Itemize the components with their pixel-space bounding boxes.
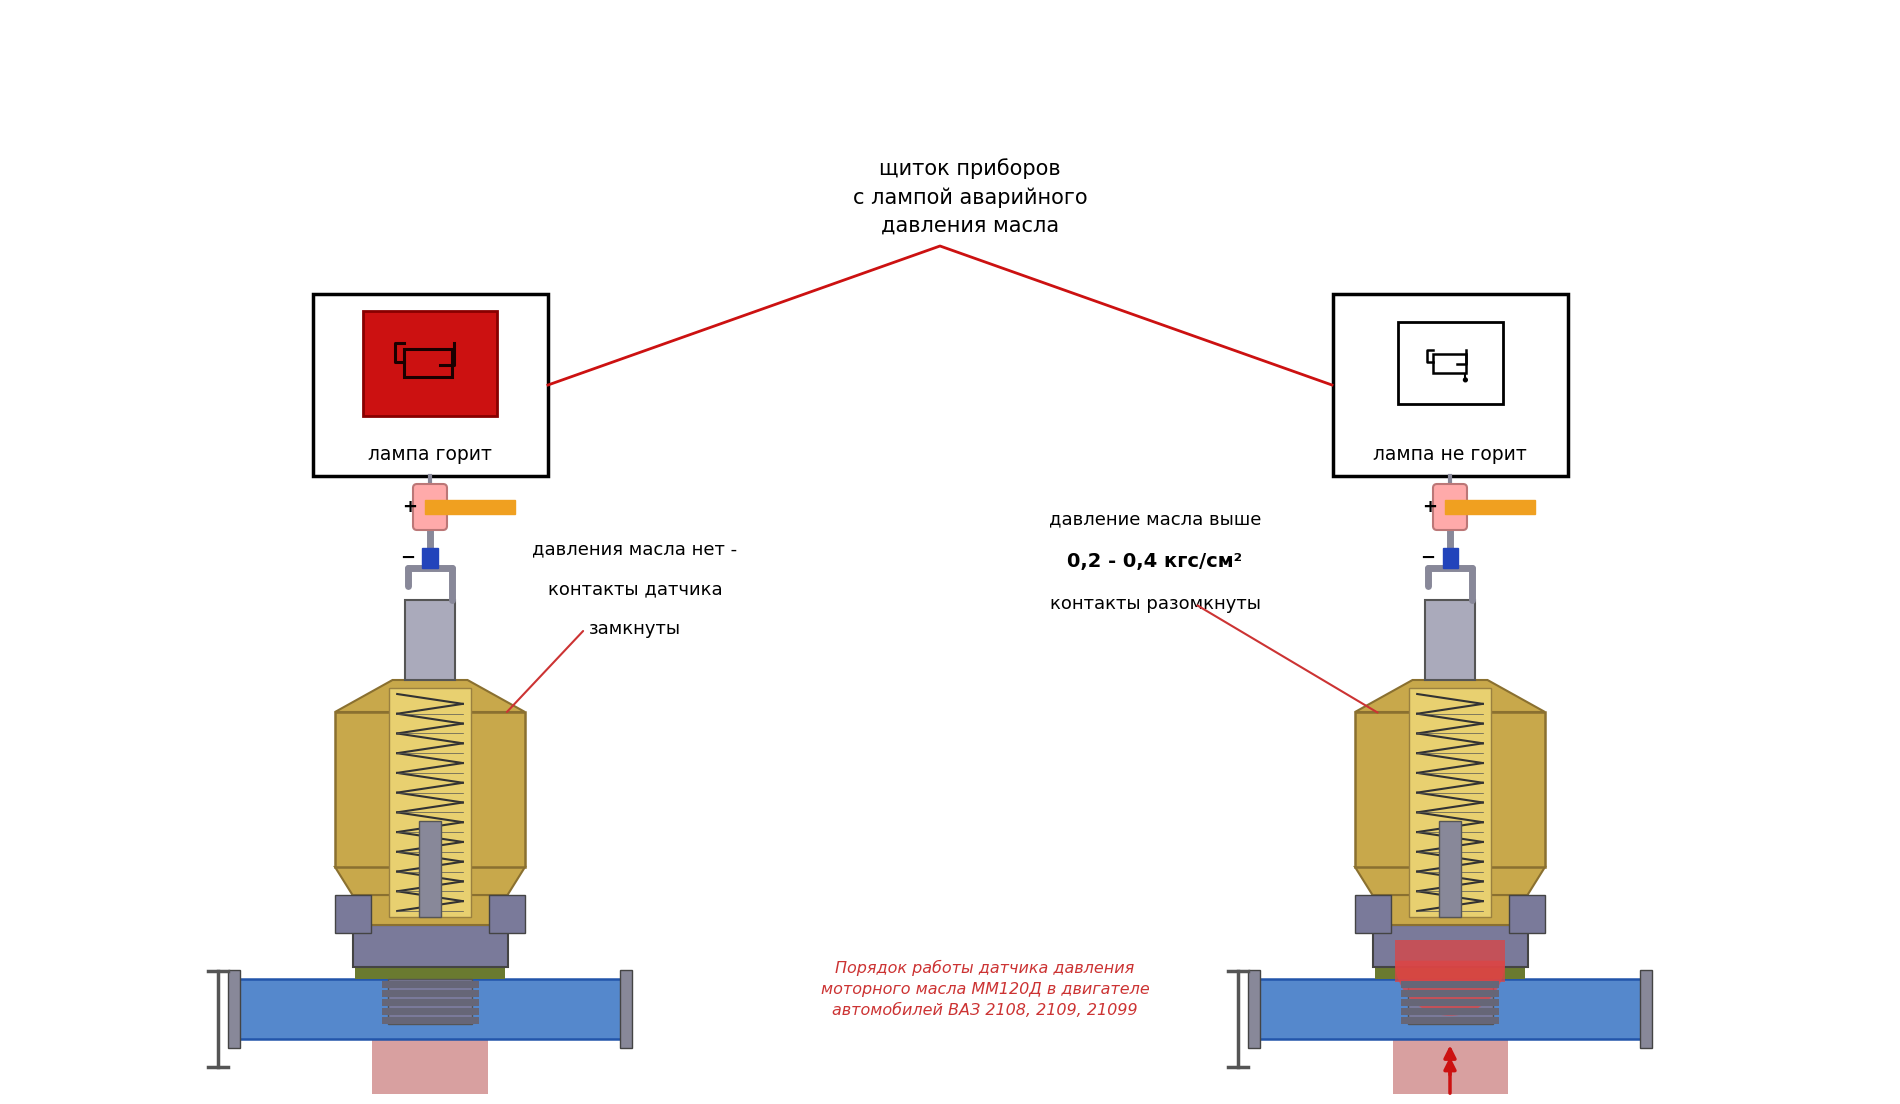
FancyBboxPatch shape xyxy=(1509,895,1545,933)
Circle shape xyxy=(1463,378,1467,382)
FancyBboxPatch shape xyxy=(1640,970,1651,1048)
FancyBboxPatch shape xyxy=(230,979,631,1039)
Text: контакты разомкнуты: контакты разомкнуты xyxy=(1049,595,1260,613)
FancyBboxPatch shape xyxy=(1376,967,1526,979)
Text: давления масла нет -: давления масла нет - xyxy=(532,540,737,558)
Text: +: + xyxy=(403,498,418,516)
FancyBboxPatch shape xyxy=(353,895,507,925)
FancyBboxPatch shape xyxy=(353,925,507,967)
Polygon shape xyxy=(1355,680,1545,712)
Text: −: − xyxy=(401,549,416,567)
FancyBboxPatch shape xyxy=(312,294,547,476)
FancyBboxPatch shape xyxy=(1402,1008,1499,1015)
FancyBboxPatch shape xyxy=(1446,500,1535,514)
FancyBboxPatch shape xyxy=(420,820,441,917)
Text: лампа не горит: лампа не горит xyxy=(1374,446,1528,465)
FancyBboxPatch shape xyxy=(1393,1039,1507,1094)
FancyBboxPatch shape xyxy=(382,998,479,1006)
FancyBboxPatch shape xyxy=(488,895,524,933)
FancyBboxPatch shape xyxy=(372,1039,488,1094)
FancyBboxPatch shape xyxy=(412,484,446,530)
Text: щиток приборов
с лампой аварийного
давления масла: щиток приборов с лампой аварийного давле… xyxy=(853,158,1087,236)
FancyBboxPatch shape xyxy=(382,1008,479,1015)
FancyBboxPatch shape xyxy=(1425,599,1474,680)
FancyBboxPatch shape xyxy=(1402,980,1499,987)
FancyBboxPatch shape xyxy=(1438,820,1461,917)
FancyBboxPatch shape xyxy=(1355,712,1545,867)
Polygon shape xyxy=(334,680,524,712)
FancyBboxPatch shape xyxy=(334,712,524,867)
FancyBboxPatch shape xyxy=(1250,979,1649,1039)
FancyBboxPatch shape xyxy=(388,979,473,1025)
Text: лампа горит: лампа горит xyxy=(369,446,492,465)
FancyBboxPatch shape xyxy=(1248,970,1260,1048)
FancyBboxPatch shape xyxy=(382,1017,479,1023)
FancyBboxPatch shape xyxy=(1355,895,1391,933)
FancyBboxPatch shape xyxy=(619,970,633,1048)
Text: −: − xyxy=(1421,549,1436,567)
Text: замкнуты: замкнуты xyxy=(589,620,680,638)
Text: +: + xyxy=(1423,498,1438,516)
Text: Порядок работы датчика давления
моторного масла ММ120Д в двигателе
автомобилей В: Порядок работы датчика давления моторног… xyxy=(821,959,1150,1018)
FancyBboxPatch shape xyxy=(1410,688,1492,917)
FancyBboxPatch shape xyxy=(1433,484,1467,530)
FancyBboxPatch shape xyxy=(334,895,370,933)
FancyBboxPatch shape xyxy=(1402,998,1499,1006)
FancyBboxPatch shape xyxy=(1372,925,1528,967)
FancyBboxPatch shape xyxy=(1372,895,1528,925)
FancyBboxPatch shape xyxy=(363,310,498,416)
FancyBboxPatch shape xyxy=(426,500,515,514)
FancyBboxPatch shape xyxy=(228,970,239,1048)
FancyBboxPatch shape xyxy=(1402,989,1499,997)
FancyBboxPatch shape xyxy=(382,989,479,997)
Polygon shape xyxy=(1355,867,1545,895)
FancyBboxPatch shape xyxy=(1402,1017,1499,1023)
FancyBboxPatch shape xyxy=(390,688,471,917)
FancyBboxPatch shape xyxy=(1332,294,1567,476)
Polygon shape xyxy=(334,867,524,895)
FancyBboxPatch shape xyxy=(382,980,479,987)
Text: контакты датчика: контакты датчика xyxy=(547,580,722,598)
Wedge shape xyxy=(1395,960,1505,1016)
FancyBboxPatch shape xyxy=(1442,548,1457,567)
FancyBboxPatch shape xyxy=(1408,979,1493,1025)
Text: давление масла выше: давление масла выше xyxy=(1049,510,1262,528)
FancyBboxPatch shape xyxy=(422,548,437,567)
FancyBboxPatch shape xyxy=(1395,940,1505,981)
FancyBboxPatch shape xyxy=(355,967,505,979)
Text: 0,2 - 0,4 кгс/см²: 0,2 - 0,4 кгс/см² xyxy=(1068,552,1243,571)
FancyBboxPatch shape xyxy=(405,599,454,680)
FancyBboxPatch shape xyxy=(1398,322,1503,404)
